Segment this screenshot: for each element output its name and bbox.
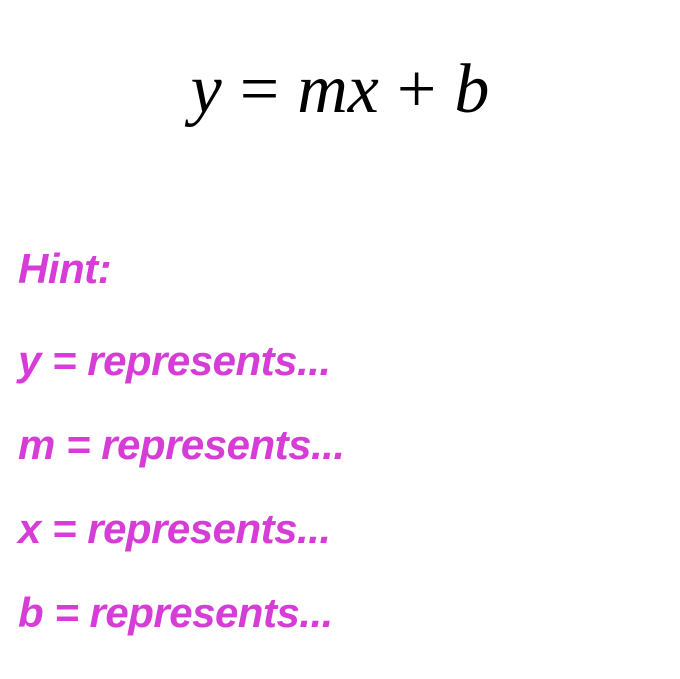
equation-plus: +: [397, 51, 436, 128]
hint-item-m: m = represents...: [18, 421, 662, 469]
equation-y: y: [191, 51, 222, 128]
hint-title: Hint:: [18, 245, 662, 293]
hints-section: Hint: y = represents... m = represents..…: [18, 245, 662, 673]
hint-item-y: y = represents...: [18, 337, 662, 385]
equation-x: x: [348, 51, 379, 128]
equation-b: b: [454, 51, 489, 128]
equation-equals: =: [240, 51, 279, 128]
hint-item-b: b = represents...: [18, 589, 662, 637]
equation-display: y=mx+b: [0, 50, 680, 130]
equation-m: m: [297, 51, 348, 128]
hint-item-x: x = represents...: [18, 505, 662, 553]
